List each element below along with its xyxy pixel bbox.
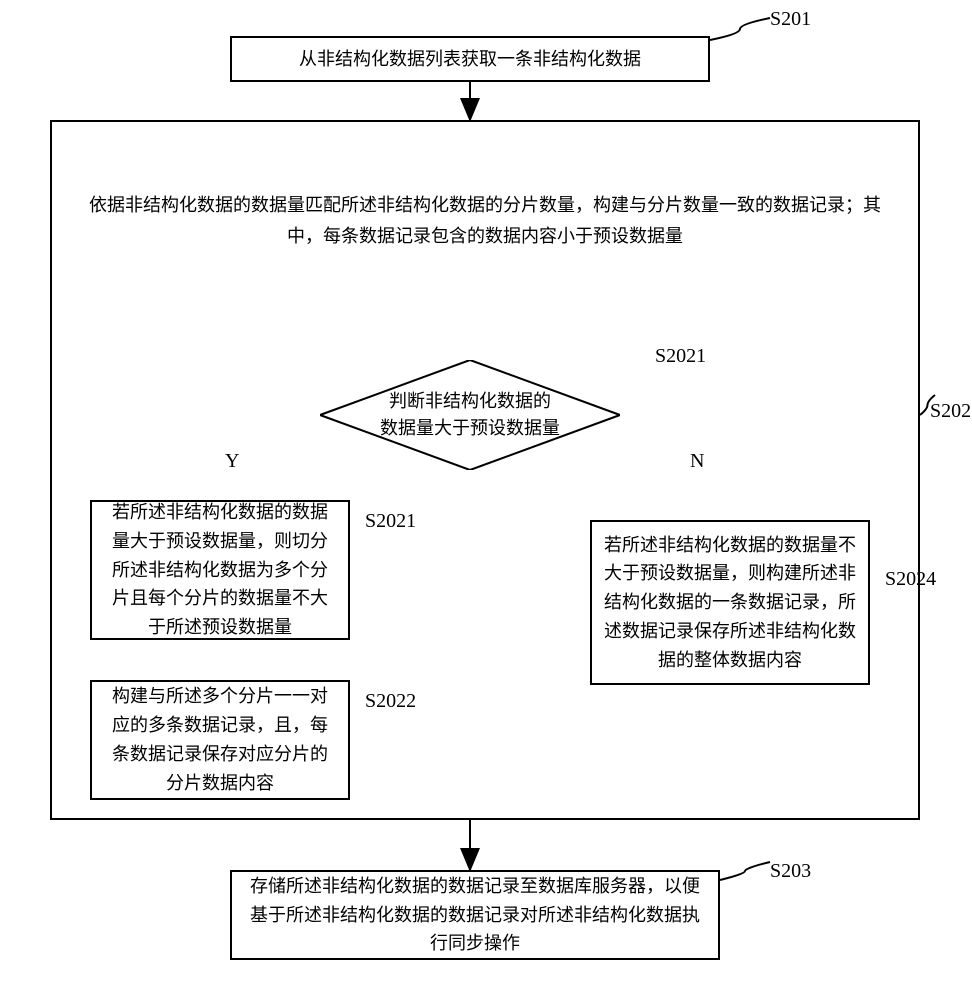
label-s203: S203 — [770, 860, 811, 883]
step-s201-box: 从非结构化数据列表获取一条非结构化数据 — [230, 36, 710, 82]
decision-diamond: 判断非结构化数据的 数据量大于预设数据量 — [320, 360, 620, 470]
step-s2024-box: 若所述非结构化数据的数据量不大于预设数据量，则构建所述非结构化数据的一条数据记录… — [590, 520, 870, 685]
label-yes: Y — [225, 450, 239, 473]
label-s201: S201 — [770, 8, 811, 31]
label-s2022: S2022 — [365, 690, 416, 713]
step-s2021-left-box: 若所述非结构化数据的数据量大于预设数据量，则切分所述非结构化数据为多个分片且每个… — [90, 500, 350, 640]
label-s2024: S2024 — [885, 568, 936, 591]
decision-text: 判断非结构化数据的 数据量大于预设数据量 — [380, 388, 560, 442]
step-s201-text: 从非结构化数据列表获取一条非结构化数据 — [299, 45, 641, 74]
step-s202-header-text: 依据非结构化数据的数据量匹配所述非结构化数据的分片数量，构建与分片数量一致的数据… — [80, 190, 890, 260]
label-s2021-top: S2021 — [655, 345, 706, 368]
step-s2022-box: 构建与所述多个分片一一对应的多条数据记录，且，每条数据记录保存对应分片的分片数据… — [90, 680, 350, 800]
label-no: N — [690, 450, 704, 473]
label-s2021-left: S2021 — [365, 510, 416, 533]
label-s202: S202 — [930, 400, 971, 423]
step-s203-box: 存储所述非结构化数据的数据记录至数据库服务器，以便基于所述非结构化数据的数据记录… — [230, 870, 720, 960]
